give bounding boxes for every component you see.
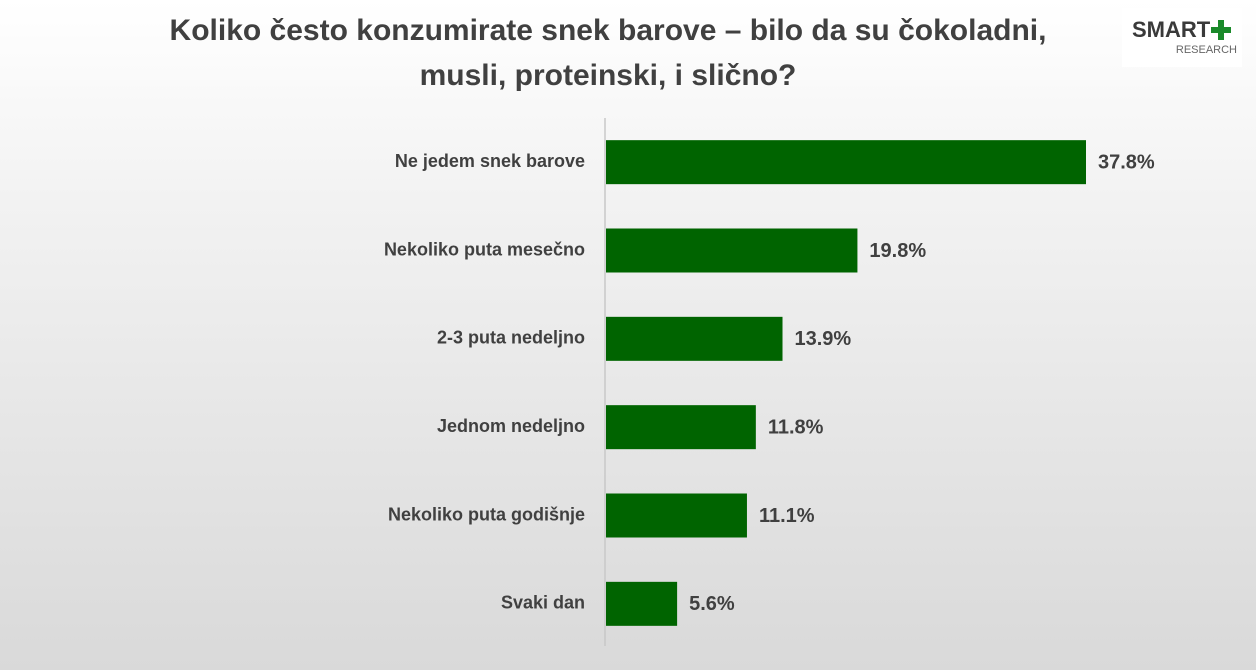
logo-name: SMART: [1132, 17, 1211, 42]
bar: [606, 140, 1086, 185]
category-label: Ne jedem snek barove: [395, 151, 585, 171]
bar: [606, 228, 858, 273]
value-label: 13.9%: [795, 328, 852, 350]
value-label: 11.8%: [768, 416, 824, 438]
chart-title: musli, proteinski, i slično?: [420, 59, 797, 92]
logo-plus: [1211, 20, 1231, 40]
logo-subtitle: RESEARCH: [1176, 44, 1237, 56]
bar: [606, 316, 783, 361]
bar: [606, 493, 747, 538]
category-label: Nekoliko puta godišnje: [388, 504, 585, 524]
category-label: Nekoliko puta mesečno: [384, 239, 585, 259]
category-label: 2-3 puta nedeljno: [437, 328, 585, 348]
value-label: 11.1%: [759, 505, 815, 527]
category-label: Jednom nedeljno: [437, 416, 585, 436]
bar: [606, 405, 756, 450]
value-label: 37.8%: [1098, 151, 1155, 173]
category-label: Svaki dan: [501, 593, 585, 613]
value-label: 19.8%: [869, 240, 926, 262]
bar: [606, 581, 678, 626]
value-label: 5.6%: [689, 593, 735, 615]
chart-title: Koliko često konzumirate snek barove – b…: [170, 14, 1047, 47]
